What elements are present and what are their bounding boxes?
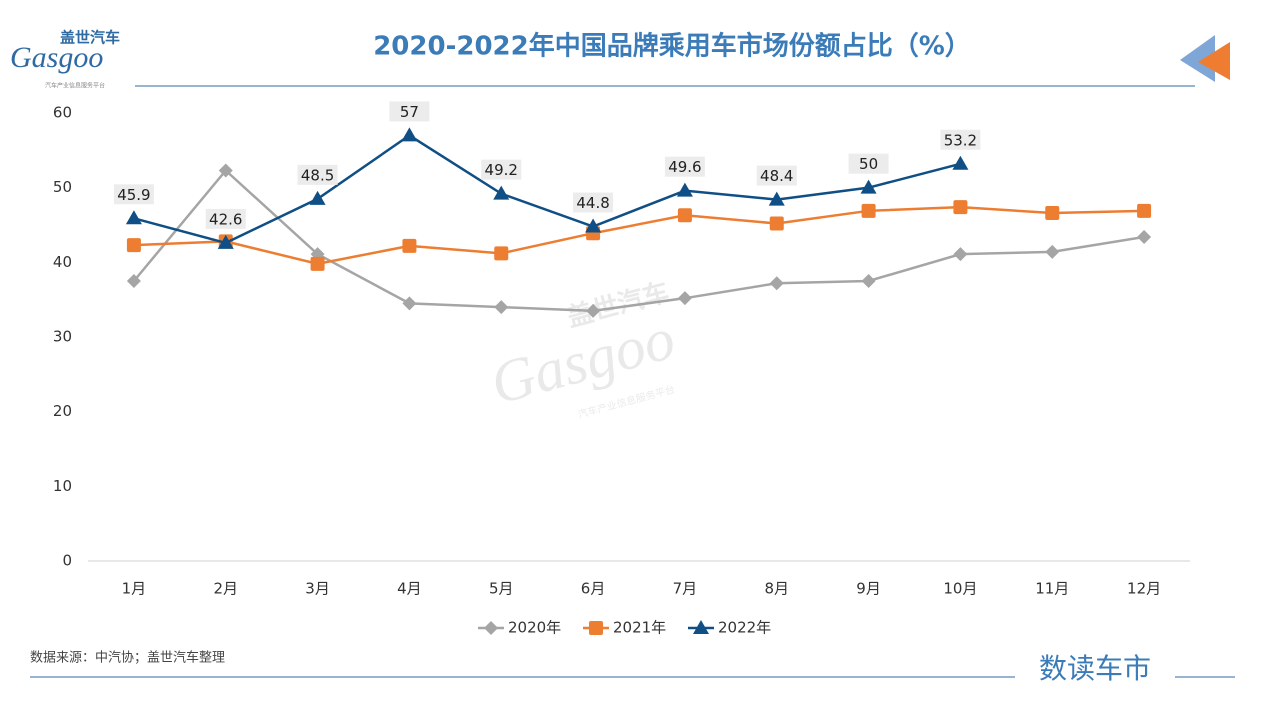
marker (126, 274, 141, 288)
marker (769, 216, 784, 231)
marker (217, 234, 234, 249)
marker (677, 291, 692, 306)
marker (402, 296, 417, 311)
data-label: 48.5 (301, 166, 334, 184)
data-label: 50 (859, 155, 878, 173)
label-box (205, 208, 246, 229)
label-box (481, 159, 522, 180)
series-line (133, 133, 961, 245)
marker (1045, 206, 1060, 221)
marker (693, 620, 709, 634)
marker (585, 218, 602, 233)
series-line (133, 205, 1145, 266)
label-box (113, 184, 154, 205)
legend-label: 2020年 (508, 619, 561, 637)
x-tick-label: 8月 (764, 580, 789, 598)
y-tick-label: 10 (53, 477, 72, 495)
x-tick-label: 12月 (1127, 580, 1161, 598)
x-tick-label: 1月 (122, 580, 147, 598)
marker (1137, 203, 1152, 218)
marker (401, 127, 418, 142)
marker (861, 203, 876, 218)
marker (218, 163, 233, 178)
label-box (573, 192, 614, 213)
data-label: 48.4 (760, 167, 793, 185)
marker (493, 185, 510, 200)
y-tick-label: 50 (53, 178, 72, 196)
source-note: 数据来源：中汽协；盖世汽车整理 (30, 650, 225, 666)
marker (125, 210, 142, 225)
x-tick-label: 9月 (856, 580, 881, 598)
deco-arrow (1180, 35, 1215, 82)
data-label: 57 (400, 103, 419, 121)
logo-tagline: 汽车产业信息服务平台 (45, 82, 105, 90)
marker (494, 300, 509, 315)
data-label: 45.9 (117, 186, 150, 204)
y-tick-label: 30 (53, 328, 72, 346)
marker (768, 191, 785, 206)
footer-brand: 数读车市 (1039, 652, 1151, 685)
marker (589, 621, 603, 635)
marker (860, 179, 877, 194)
legend-label: 2021年 (613, 619, 666, 637)
data-label: 42.6 (209, 210, 242, 228)
y-tick-label: 0 (62, 552, 72, 570)
data-label: 44.8 (576, 194, 609, 212)
logo-cn: 盖世汽车 (60, 29, 120, 47)
marker (484, 621, 498, 635)
x-tick-label: 11月 (1035, 580, 1069, 598)
x-tick-label: 3月 (305, 580, 330, 598)
logo-en: Gasgoo (10, 41, 103, 74)
legend-label: 2022年 (718, 619, 771, 637)
data-label: 53.2 (944, 131, 977, 149)
x-tick-label: 2月 (213, 580, 238, 598)
label-box (664, 156, 705, 177)
marker (1045, 244, 1060, 259)
marker (953, 200, 968, 215)
marker (861, 274, 876, 288)
marker (769, 276, 784, 291)
marker (126, 238, 141, 253)
marker (676, 182, 693, 197)
data-label: 49.6 (668, 158, 701, 176)
x-tick-label: 10月 (943, 580, 977, 598)
label-box (940, 129, 981, 150)
x-tick-label: 5月 (489, 580, 514, 598)
x-tick-label: 4月 (397, 580, 422, 598)
label-box (756, 165, 797, 186)
label-box (389, 101, 430, 122)
label-box (297, 164, 338, 185)
marker (952, 155, 969, 170)
y-tick-label: 60 (53, 104, 72, 122)
chart-title: 2020-2022年中国品牌乘用车市场份额占比（%） (373, 31, 971, 62)
deco-arrow (1198, 42, 1230, 80)
series-line (132, 168, 1145, 313)
marker (494, 246, 509, 261)
marker (677, 208, 692, 223)
x-tick-label: 6月 (581, 580, 606, 598)
marker (309, 190, 326, 205)
label-box (848, 153, 889, 174)
y-tick-label: 20 (53, 402, 72, 420)
x-tick-label: 7月 (673, 580, 698, 598)
marker (310, 256, 325, 271)
marker (402, 238, 417, 253)
marker (586, 303, 601, 318)
data-label: 49.2 (485, 161, 518, 179)
y-tick-label: 40 (53, 253, 72, 271)
marker (1137, 229, 1152, 244)
marker (953, 247, 968, 262)
